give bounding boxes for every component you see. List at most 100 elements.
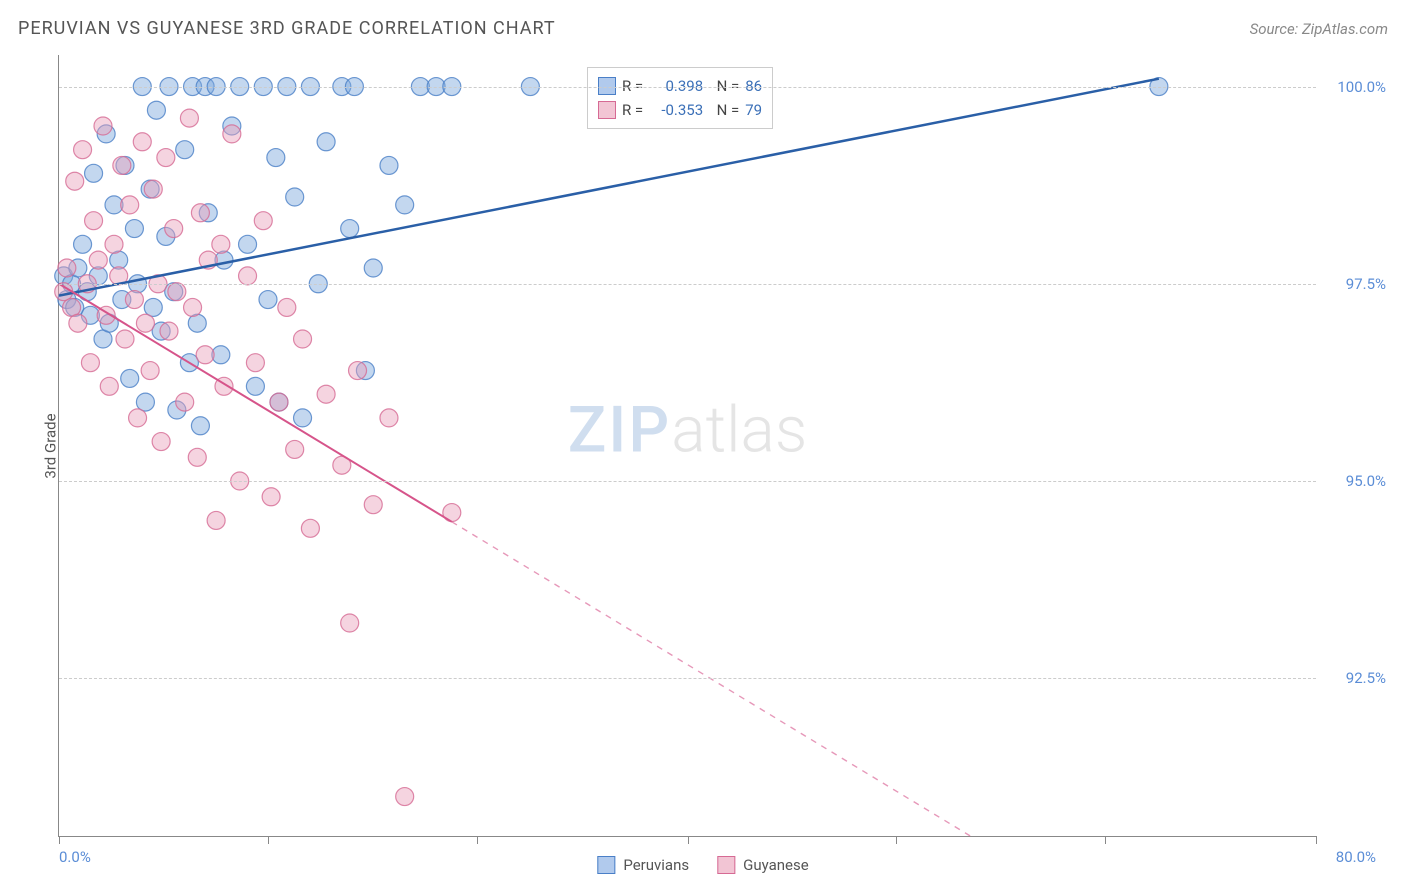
scatter-point [294, 409, 312, 427]
gridline-h [59, 284, 1316, 285]
scatter-point [317, 385, 335, 403]
scatter-point [165, 220, 183, 238]
scatter-point [136, 314, 154, 332]
scatter-point [396, 788, 414, 806]
scatter-point [286, 440, 304, 458]
scatter-point [239, 267, 257, 285]
scatter-point [85, 164, 103, 182]
scatter-point [188, 448, 206, 466]
scatter-point [341, 614, 359, 632]
scatter-point [246, 377, 264, 395]
scatter-point [144, 298, 162, 316]
scatter-point [176, 141, 194, 159]
scatter-point [301, 519, 319, 537]
scatter-point [121, 196, 139, 214]
scatter-point [136, 393, 154, 411]
xtick-label: 0.0% [59, 848, 91, 866]
scatter-point [157, 149, 175, 167]
scatter-point [364, 259, 382, 277]
scatter-point [349, 362, 367, 380]
scatter-point [254, 212, 272, 230]
gridline-h [59, 87, 1316, 88]
scatter-point [58, 259, 76, 277]
gridline-h [59, 481, 1316, 482]
xtick [1316, 836, 1317, 844]
legend-label: Guyanese [743, 856, 809, 874]
scatter-point [121, 369, 139, 387]
xtick [59, 836, 60, 844]
scatter-point [144, 180, 162, 198]
scatter-point [74, 141, 92, 159]
scatter-point [207, 511, 225, 529]
scatter-point [286, 188, 304, 206]
regression-solid [59, 284, 452, 522]
scatter-point [141, 362, 159, 380]
bottom-legend-item: Peruvians [597, 856, 689, 874]
legend-label: Peruvians [623, 856, 689, 874]
bottom-legend: Peruvians Guyanese [597, 856, 808, 874]
scatter-point [262, 488, 280, 506]
scatter-point [294, 330, 312, 348]
stat-r-value: -0.353 [649, 101, 703, 119]
xtick [896, 836, 897, 844]
xtick [477, 836, 478, 844]
scatter-point [191, 417, 209, 435]
scatter-point [69, 314, 87, 332]
xtick-label: 80.0% [1336, 848, 1376, 866]
bottom-legend-item: Guyanese [717, 856, 809, 874]
scatter-point [380, 409, 398, 427]
scatter-point [89, 251, 107, 269]
scatter-point [74, 235, 92, 253]
scatter-point [105, 235, 123, 253]
scatter-point [184, 298, 202, 316]
y-axis-label: 3rd Grade [42, 413, 60, 478]
xtick [1105, 836, 1106, 844]
ytick-label: 97.5% [1346, 275, 1386, 293]
scatter-point [396, 196, 414, 214]
chart-title: PERUVIAN VS GUYANESE 3RD GRADE CORRELATI… [18, 18, 556, 39]
scatter-point [147, 101, 165, 119]
stat-r-label: R = [622, 101, 643, 119]
ytick-label: 92.5% [1346, 669, 1386, 687]
scatter-point [212, 235, 230, 253]
scatter-point [259, 291, 277, 309]
ytick-label: 100.0% [1337, 78, 1386, 96]
scatter-point [180, 109, 198, 127]
xtick [268, 836, 269, 844]
scatter-point [196, 346, 214, 364]
scatter-point [125, 291, 143, 309]
scatter-point [341, 220, 359, 238]
scatter-point [364, 496, 382, 514]
scatter-point [168, 283, 186, 301]
legend-swatch [598, 101, 616, 119]
plot-area: ZIPatlas R = 0.398 N = 86R = -0.353 N = … [58, 55, 1316, 837]
scatter-point [239, 235, 257, 253]
scatter-point [223, 125, 241, 143]
stats-legend-box: R = 0.398 N = 86R = -0.353 N = 79 [587, 67, 773, 129]
xtick [688, 836, 689, 844]
scatter-point [270, 393, 288, 411]
stat-n-label: N = [709, 101, 739, 119]
scatter-point [317, 133, 335, 151]
scatter-point [191, 204, 209, 222]
scatter-point [116, 330, 134, 348]
gridline-h [59, 678, 1316, 679]
stats-legend-row: R = -0.353 N = 79 [598, 98, 762, 122]
scatter-point [278, 298, 296, 316]
scatter-point [129, 409, 147, 427]
scatter-point [246, 354, 264, 372]
scatter-point [267, 149, 285, 167]
scatter-point [113, 156, 131, 174]
scatter-point [188, 314, 206, 332]
source-label: Source: ZipAtlas.com [1250, 20, 1388, 38]
scatter-point [152, 433, 170, 451]
scatter-point [380, 156, 398, 174]
scatter-point [176, 393, 194, 411]
legend-swatch [717, 856, 735, 874]
scatter-point [81, 354, 99, 372]
chart-svg [59, 55, 1316, 836]
scatter-point [133, 133, 151, 151]
legend-swatch [597, 856, 615, 874]
scatter-point [100, 377, 118, 395]
ytick-label: 95.0% [1346, 472, 1386, 490]
